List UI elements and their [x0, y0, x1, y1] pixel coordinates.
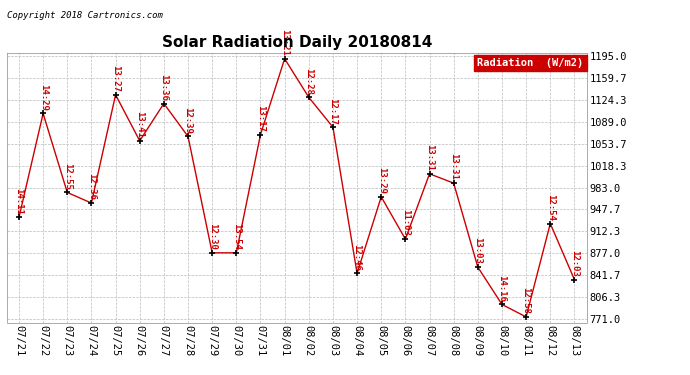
- Text: 12:03: 12:03: [570, 250, 579, 277]
- Text: 14:29: 14:29: [39, 84, 48, 111]
- Text: 13:41: 13:41: [135, 111, 144, 138]
- Text: Copyright 2018 Cartronics.com: Copyright 2018 Cartronics.com: [7, 11, 163, 20]
- Text: 13:21: 13:21: [280, 29, 289, 56]
- Text: 11:03: 11:03: [401, 210, 410, 236]
- Text: 12:54: 12:54: [546, 194, 555, 221]
- Text: 12:30: 12:30: [208, 223, 217, 250]
- Text: 14:11: 14:11: [14, 188, 23, 214]
- Text: 13:31: 13:31: [449, 153, 458, 180]
- Text: 13:27: 13:27: [111, 65, 120, 92]
- Text: 13:36: 13:36: [159, 74, 168, 101]
- Text: 13:17: 13:17: [256, 105, 265, 132]
- Text: 13:31: 13:31: [425, 144, 434, 171]
- Title: Solar Radiation Daily 20180814: Solar Radiation Daily 20180814: [161, 35, 432, 50]
- Text: 12:46: 12:46: [353, 244, 362, 271]
- Text: 12:17: 12:17: [328, 98, 337, 124]
- Text: 12:39: 12:39: [184, 107, 193, 134]
- Text: 12:36: 12:36: [87, 173, 96, 200]
- Text: 12:55: 12:55: [63, 163, 72, 190]
- Text: 12:28: 12:28: [304, 68, 313, 94]
- Text: Radiation  (W/m2): Radiation (W/m2): [477, 58, 584, 68]
- Text: 13:54: 13:54: [232, 223, 241, 250]
- Text: 13:03: 13:03: [473, 237, 482, 264]
- Text: 14:16: 14:16: [497, 275, 506, 302]
- Text: 13:29: 13:29: [377, 167, 386, 194]
- Text: 12:58: 12:58: [522, 287, 531, 314]
